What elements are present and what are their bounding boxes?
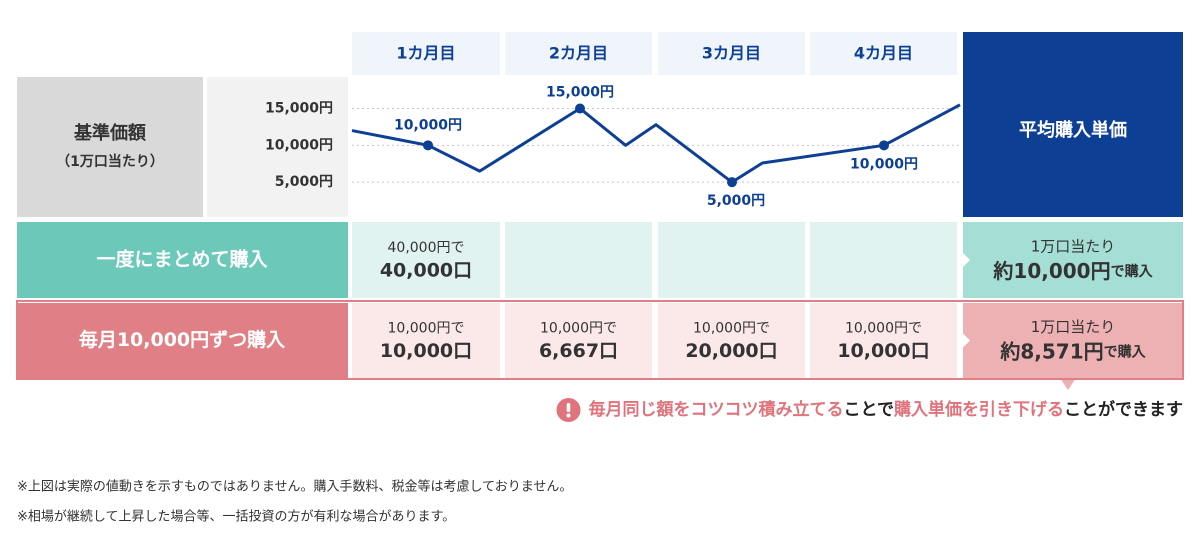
average-amount: 約10,000円 [992, 259, 1110, 283]
month-label: 3カ月目 [702, 44, 761, 63]
cell-price: 10,000円で [540, 321, 617, 337]
y-tick-label: 5,000円 [275, 174, 333, 190]
message-part: 毎月同じ額をコツコツ積み立てる [589, 399, 844, 420]
month-label: 1カ月目 [396, 44, 455, 63]
row-cell [352, 303, 500, 378]
message-part: ことで [844, 400, 895, 420]
pointer [1060, 378, 1076, 390]
average-line1: 1万口当たり [1031, 318, 1116, 336]
row-cell [810, 303, 957, 378]
point-label: 10,000円 [394, 117, 462, 133]
note: ※相場が継続して上昇した場合等、一括投資の方が有利な場合があります。 [17, 509, 455, 525]
row-label: 一度にまとめて購入 [96, 248, 267, 271]
point-label: 10,000円 [850, 156, 918, 172]
point-label: 5,000円 [707, 193, 765, 209]
cell-units: 10,000口 [837, 340, 929, 362]
label-cell [17, 77, 203, 217]
notch [963, 333, 970, 348]
cell-price: 40,000円で [388, 240, 465, 256]
average-suffix: で購入 [1104, 344, 1146, 361]
cell-price: 10,000円で [388, 321, 465, 337]
point [575, 103, 585, 114]
cell-units: 10,000口 [380, 340, 472, 362]
average-amount: 約8,571円 [999, 339, 1103, 363]
cell-units: 6,667口 [539, 340, 618, 362]
average-line2: 約10,000円で購入 [992, 259, 1152, 283]
average-header [963, 32, 1183, 217]
row-outline [16, 300, 1184, 380]
line [351, 103, 961, 184]
month-label: 4カ月目 [854, 44, 913, 63]
month-label: 2カ月目 [549, 44, 608, 63]
average-suffix: で購入 [1111, 263, 1153, 280]
row-cell [658, 303, 805, 378]
message: 毎月同じ額をコツコツ積み立てることで購入単価を引き下げることができます [589, 399, 1184, 420]
row-label: 毎月10,000円ずつ購入 [79, 328, 285, 351]
month-header [352, 32, 500, 75]
average-cell [963, 222, 1183, 298]
month-header [658, 32, 805, 75]
cell-units: 40,000口 [380, 260, 472, 282]
message-part: 購入単価を引き下げる [894, 399, 1064, 420]
average-cell [963, 303, 1183, 378]
alert-icon [556, 398, 581, 422]
notch [963, 253, 970, 267]
point [879, 140, 889, 151]
cell-price: 10,000円で [693, 321, 770, 337]
y-label: 基準価額 [73, 122, 147, 144]
note: ※上図は実際の値動きを示すものではありません。購入手数料、税金等は考慮しておりま… [17, 479, 572, 495]
average-line2: 約8,571円で購入 [999, 339, 1145, 363]
row-cell [505, 222, 652, 298]
month-header [810, 32, 957, 75]
cell-price: 10,000円で [845, 321, 922, 337]
y-sublabel: （1万口当たり） [56, 153, 164, 170]
row-cell [505, 303, 652, 378]
y-tick-label: 10,000円 [265, 137, 333, 153]
row-cell [352, 222, 500, 298]
row-label-cell [17, 303, 348, 378]
month-header [505, 32, 652, 75]
cell-units: 20,000口 [685, 340, 777, 362]
average-title: 平均購入単価 [1019, 119, 1127, 141]
row-cell [810, 222, 957, 298]
row-cell [658, 222, 805, 298]
row-label-cell [17, 222, 348, 298]
average-line1: 1万口当たり [1031, 238, 1116, 256]
y-tick-label: 15,000円 [265, 100, 333, 116]
point-label: 15,000円 [546, 84, 614, 100]
tick-cell [207, 77, 348, 217]
point [727, 177, 737, 188]
point [423, 140, 433, 151]
message-part: ことができます [1064, 399, 1183, 420]
